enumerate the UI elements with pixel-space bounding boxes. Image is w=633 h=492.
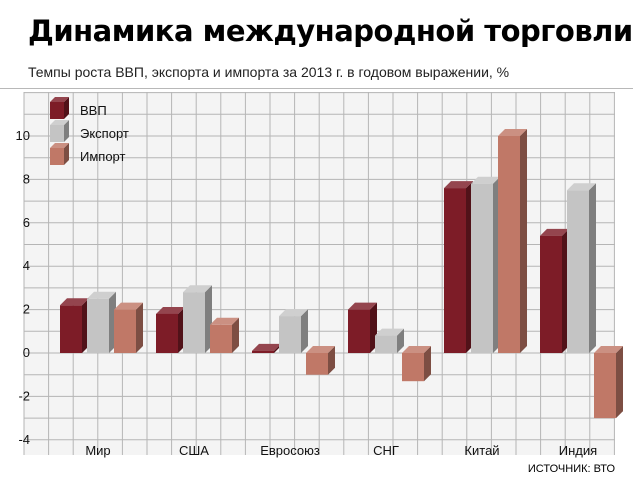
x-tick-label: США [179, 443, 209, 458]
legend-label: Импорт [80, 149, 125, 164]
bar [279, 309, 308, 353]
legend: ВВП Экспорт Импорт [50, 97, 129, 165]
bar [306, 346, 335, 375]
x-tick-label: СНГ [373, 443, 399, 458]
bar [402, 346, 431, 382]
legend-item: Экспорт [50, 120, 129, 142]
bar-group [252, 309, 335, 375]
bar [60, 298, 89, 353]
y-axis: -4 -2 0 2 4 6 8 10 [16, 128, 30, 447]
bar-group [156, 285, 239, 353]
y-tick-label: 2 [23, 302, 30, 317]
legend-label: Экспорт [80, 126, 129, 141]
y-tick-label: 8 [23, 171, 30, 186]
bar [183, 285, 212, 353]
legend-label: ВВП [80, 103, 107, 118]
legend-swatch [50, 125, 64, 142]
y-tick-label: 0 [23, 345, 30, 360]
chart-subtitle: Темпы роста ВВП, экспорта и импорта за 2… [28, 64, 510, 80]
bar [540, 228, 569, 353]
bar-group [348, 302, 431, 382]
bar [87, 291, 116, 354]
bar-group [540, 183, 623, 419]
chart-title: Динамика международной торговли [28, 14, 633, 48]
x-tick-label: Китай [464, 443, 499, 458]
bar [471, 176, 500, 353]
bar [375, 328, 404, 353]
bar [594, 346, 623, 419]
bar [348, 302, 377, 353]
x-tick-label: Мир [85, 443, 110, 458]
bar-group [444, 129, 527, 353]
legend-item: Импорт [50, 143, 125, 165]
y-tick-label: -4 [18, 432, 30, 447]
y-tick-label: -2 [18, 388, 30, 403]
title-divider [0, 88, 633, 89]
legend-swatch [50, 148, 64, 165]
bar [567, 183, 596, 354]
bar-groups [60, 129, 623, 419]
legend-item: ВВП [50, 97, 107, 119]
source-note: ИСТОЧНИК: ВТО [527, 463, 615, 475]
legend-swatch [50, 102, 64, 119]
x-axis: Мир США Евросоюз СНГ Китай Индия [85, 443, 597, 458]
bar [156, 306, 185, 353]
bar [210, 317, 239, 353]
y-tick-label: 10 [16, 128, 30, 143]
bar [498, 129, 527, 353]
x-tick-label: Евросоюз [260, 443, 320, 458]
y-tick-label: 6 [23, 215, 30, 230]
bar [114, 302, 143, 353]
x-tick-label: Индия [559, 443, 597, 458]
bar [444, 181, 473, 353]
y-tick-label: 4 [23, 258, 30, 273]
bar-group [60, 291, 143, 354]
